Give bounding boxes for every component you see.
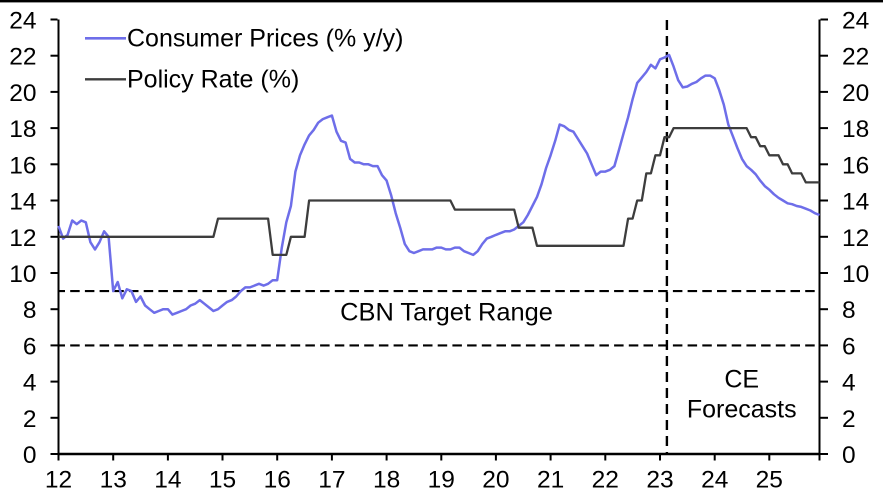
svg-text:24: 24 [9, 8, 36, 35]
svg-text:15: 15 [209, 466, 236, 493]
svg-text:10: 10 [842, 261, 869, 288]
svg-text:0: 0 [842, 442, 856, 469]
svg-text:10: 10 [9, 261, 36, 288]
svg-text:25: 25 [756, 466, 783, 493]
svg-text:Consumer Prices (% y/y): Consumer Prices (% y/y) [127, 24, 403, 52]
svg-text:22: 22 [9, 44, 36, 71]
svg-text:16: 16 [9, 152, 36, 179]
svg-text:6: 6 [23, 333, 37, 360]
svg-text:16: 16 [264, 466, 291, 493]
svg-text:Policy Rate (%): Policy Rate (%) [127, 65, 299, 93]
svg-text:20: 20 [9, 80, 36, 107]
svg-text:14: 14 [154, 466, 181, 493]
svg-text:Forecasts: Forecasts [687, 395, 797, 423]
svg-text:6: 6 [842, 333, 856, 360]
svg-text:2: 2 [842, 406, 856, 433]
svg-text:20: 20 [482, 466, 509, 493]
svg-text:12: 12 [842, 225, 869, 252]
svg-text:0: 0 [23, 442, 37, 469]
svg-text:18: 18 [9, 116, 36, 143]
svg-text:4: 4 [23, 370, 37, 397]
svg-text:12: 12 [9, 225, 36, 252]
svg-text:20: 20 [842, 80, 869, 107]
svg-text:22: 22 [592, 466, 619, 493]
svg-text:8: 8 [23, 297, 37, 324]
svg-text:CE: CE [724, 366, 759, 394]
svg-text:24: 24 [842, 8, 869, 35]
svg-text:CBN Target Range: CBN Target Range [340, 298, 553, 326]
svg-text:17: 17 [318, 466, 345, 493]
svg-text:4: 4 [842, 370, 856, 397]
svg-text:12: 12 [45, 466, 72, 493]
svg-text:2: 2 [23, 406, 37, 433]
svg-text:14: 14 [842, 189, 869, 216]
svg-text:8: 8 [842, 297, 856, 324]
svg-text:16: 16 [842, 152, 869, 179]
svg-text:21: 21 [537, 466, 564, 493]
svg-text:18: 18 [842, 116, 869, 143]
svg-text:23: 23 [646, 466, 673, 493]
svg-text:13: 13 [100, 466, 127, 493]
svg-text:14: 14 [9, 189, 36, 216]
svg-text:22: 22 [842, 44, 869, 71]
svg-text:18: 18 [373, 466, 400, 493]
svg-text:24: 24 [701, 466, 728, 493]
svg-text:19: 19 [428, 466, 455, 493]
